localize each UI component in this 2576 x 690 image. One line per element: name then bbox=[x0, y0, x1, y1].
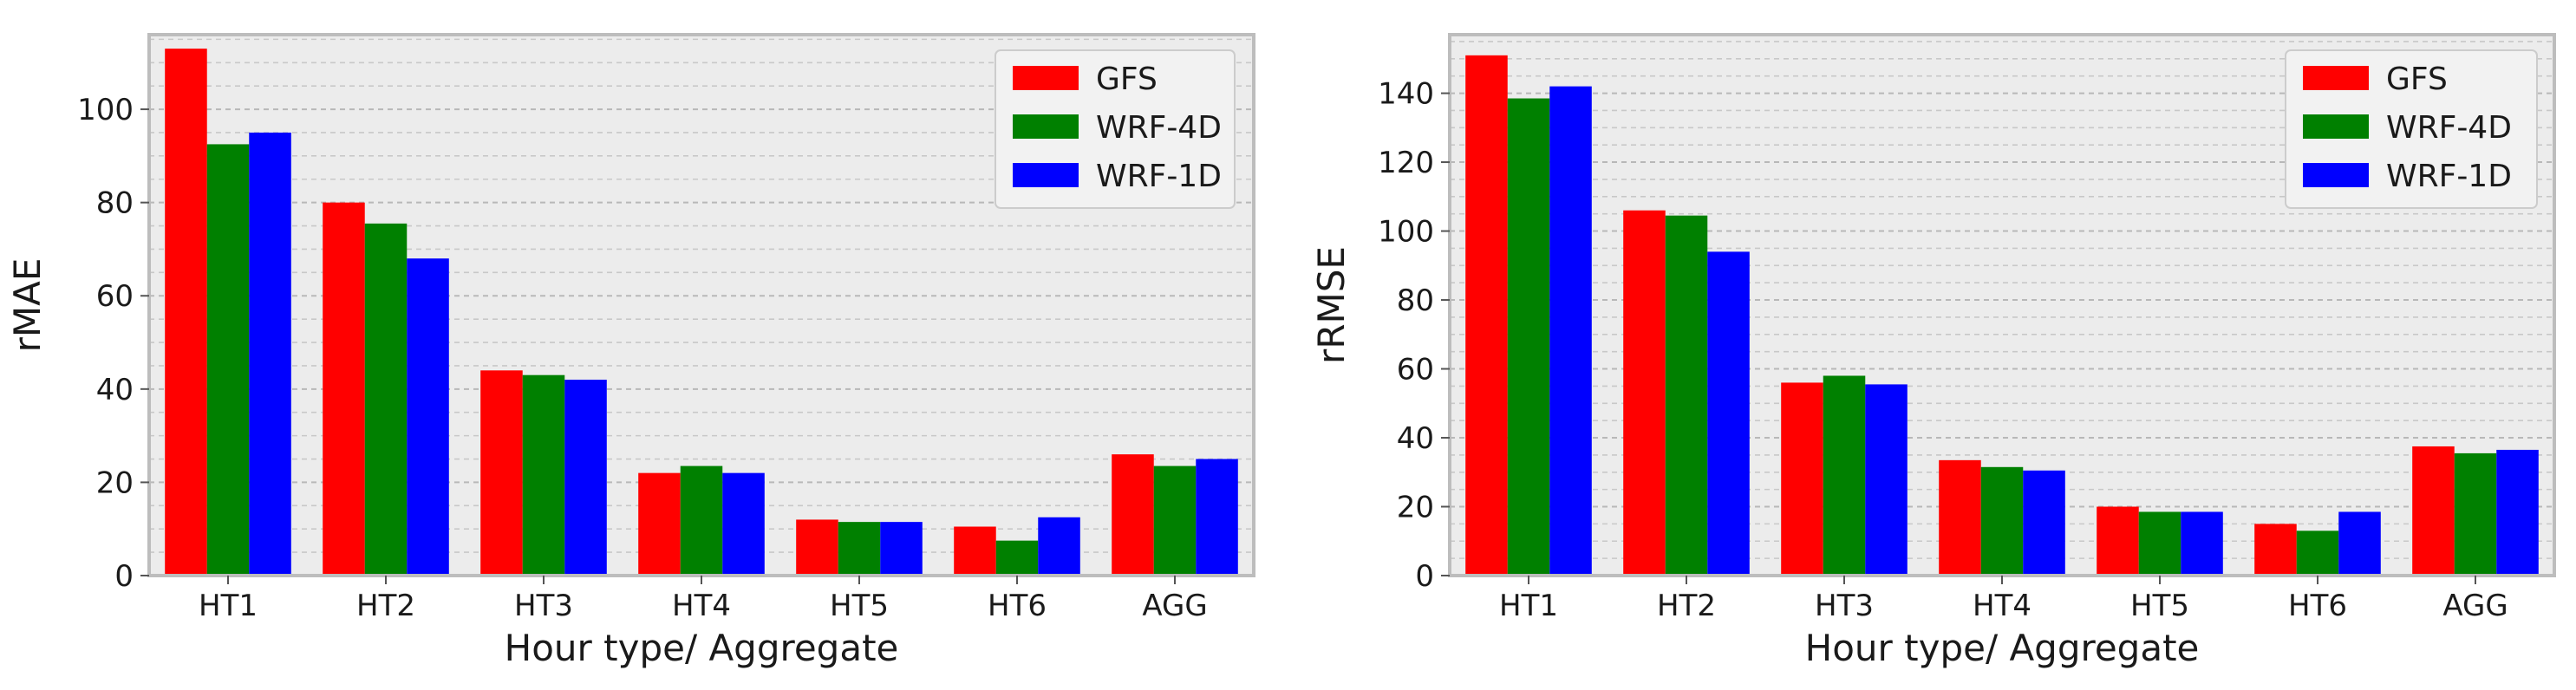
bar-wrf-1d-ht4 bbox=[722, 472, 765, 576]
bar-gfs-ht2 bbox=[1623, 210, 1666, 576]
x-tick-label: HT3 bbox=[514, 589, 573, 623]
y-tick-label: 40 bbox=[1397, 421, 1434, 456]
bar-wrf-1d-ht6 bbox=[2338, 511, 2381, 576]
bar-wrf-4d-ht5 bbox=[2138, 511, 2181, 576]
x-tick-label: AGG bbox=[1142, 589, 1207, 623]
legend-swatch-wrf-4d bbox=[1013, 114, 1079, 139]
legend-label-wrf-4d: WRF-4D bbox=[1096, 110, 1222, 146]
bar-wrf-4d-ht2 bbox=[1665, 215, 1708, 576]
bar-wrf-4d-agg bbox=[2454, 452, 2497, 576]
bar-gfs-ht3 bbox=[480, 370, 523, 576]
legend-label-wrf-1d: WRF-1D bbox=[1096, 159, 1222, 194]
bar-gfs-ht2 bbox=[323, 202, 365, 576]
x-tick-label: HT2 bbox=[1657, 589, 1716, 623]
y-tick-label: 100 bbox=[77, 93, 134, 127]
bar-gfs-ht6 bbox=[2254, 524, 2297, 576]
bar-wrf-4d-ht1 bbox=[1507, 98, 1550, 576]
legend-label-gfs: GFS bbox=[1096, 62, 1158, 97]
bar-wrf-4d-ht2 bbox=[364, 223, 408, 576]
x-axis-label: Hour type/ Aggregate bbox=[1805, 627, 2200, 669]
bar-gfs-ht1 bbox=[1465, 55, 1508, 576]
bar-gfs-ht4 bbox=[1939, 459, 1981, 576]
bar-gfs-agg bbox=[2412, 446, 2455, 576]
bar-wrf-4d-ht6 bbox=[995, 540, 1039, 576]
y-tick-label: 80 bbox=[96, 186, 134, 221]
chart-1: 0 20 40 60 80 100 HT1 HT2 HT3 HT4 HT5 HT6 AGG Hour ty… bbox=[6, 33, 1255, 669]
bar-gfs-ht6 bbox=[954, 526, 996, 576]
x-tick-label: HT6 bbox=[2288, 589, 2347, 623]
y-tick-label: 40 bbox=[96, 373, 134, 407]
legend-swatch-wrf-1d bbox=[1013, 163, 1079, 187]
bar-wrf-4d-ht4 bbox=[1980, 466, 2024, 576]
bar-gfs-ht5 bbox=[796, 519, 838, 576]
x-tick-label: HT3 bbox=[1815, 589, 1874, 623]
y-tick-label: 80 bbox=[1397, 283, 1434, 318]
bar-gfs-agg bbox=[1112, 454, 1154, 576]
x-tick-label: HT1 bbox=[199, 589, 258, 623]
y-tick-label: 60 bbox=[1397, 353, 1434, 387]
bar-wrf-1d-agg bbox=[2496, 449, 2539, 576]
bar-wrf-1d-ht6 bbox=[1038, 517, 1080, 576]
bar-gfs-ht4 bbox=[638, 472, 681, 576]
x-tick-label: HT1 bbox=[1499, 589, 1558, 623]
legend: GFS WRF-4D WRF-1D bbox=[2285, 49, 2538, 209]
legend-label-gfs: GFS bbox=[2386, 62, 2448, 97]
legend-swatch-gfs bbox=[2303, 66, 2369, 90]
bar-wrf-1d-ht4 bbox=[2023, 470, 2065, 576]
bar-wrf-1d-agg bbox=[1196, 459, 1238, 576]
bar-gfs-ht5 bbox=[2097, 506, 2139, 576]
y-tick-label: 0 bbox=[1415, 559, 1434, 594]
bar-wrf-4d-agg bbox=[1153, 465, 1197, 576]
y-tick-label: 120 bbox=[1378, 146, 1434, 180]
x-tick-label: HT2 bbox=[356, 589, 415, 623]
x-tick-label: AGG bbox=[2442, 589, 2508, 623]
bar-wrf-1d-ht2 bbox=[407, 258, 449, 576]
bar-wrf-4d-ht3 bbox=[1823, 375, 1866, 576]
x-axis-label: Hour type/ Aggregate bbox=[505, 627, 899, 669]
bar-wrf-1d-ht1 bbox=[1549, 86, 1592, 576]
bar-wrf-1d-ht2 bbox=[1707, 251, 1750, 576]
y-tick-label: 140 bbox=[1378, 77, 1434, 112]
x-tick-label: HT6 bbox=[988, 589, 1047, 623]
bar-wrf-4d-ht6 bbox=[2296, 531, 2339, 576]
legend-label-wrf-4d: WRF-4D bbox=[2386, 110, 2512, 146]
bar-gfs-ht3 bbox=[1781, 382, 1823, 576]
y-axis-label: rRMSE bbox=[1310, 246, 1353, 364]
legend-label-wrf-1d: WRF-1D bbox=[2386, 159, 2512, 194]
x-tick-label: HT5 bbox=[830, 589, 889, 623]
x-tick-label: HT4 bbox=[1973, 589, 2031, 623]
y-tick-label: 0 bbox=[114, 559, 134, 594]
bar-wrf-1d-ht1 bbox=[249, 132, 291, 576]
x-tick-label: HT4 bbox=[672, 589, 731, 623]
legend-swatch-wrf-1d bbox=[2303, 163, 2369, 187]
bar-wrf-4d-ht5 bbox=[838, 522, 881, 576]
x-tick-label: HT5 bbox=[2130, 589, 2189, 623]
y-tick-label: 20 bbox=[1397, 491, 1434, 525]
bar-wrf-1d-ht5 bbox=[880, 522, 923, 576]
bar-wrf-1d-ht3 bbox=[1865, 384, 1908, 576]
y-tick-label: 100 bbox=[1378, 215, 1434, 250]
legend: GFS WRF-4D WRF-1D bbox=[995, 49, 1236, 209]
legend-swatch-wrf-4d bbox=[2303, 114, 2369, 139]
bar-wrf-1d-ht5 bbox=[2181, 511, 2223, 576]
y-tick-label: 60 bbox=[96, 279, 134, 314]
bar-wrf-4d-ht3 bbox=[522, 374, 565, 576]
bar-wrf-1d-ht3 bbox=[564, 380, 607, 576]
chart-2: 0 20 40 60 80 100 120 140 HT1 HT2 HT3 HT4 HT5 HT6 AGG H… bbox=[1310, 33, 2556, 669]
bar-gfs-ht1 bbox=[165, 49, 207, 576]
legend-swatch-gfs bbox=[1013, 66, 1079, 90]
y-tick-label: 20 bbox=[96, 465, 134, 500]
y-axis-label: rMAE bbox=[6, 258, 49, 353]
bar-wrf-4d-ht4 bbox=[680, 465, 723, 576]
bar-wrf-4d-ht1 bbox=[206, 144, 250, 576]
